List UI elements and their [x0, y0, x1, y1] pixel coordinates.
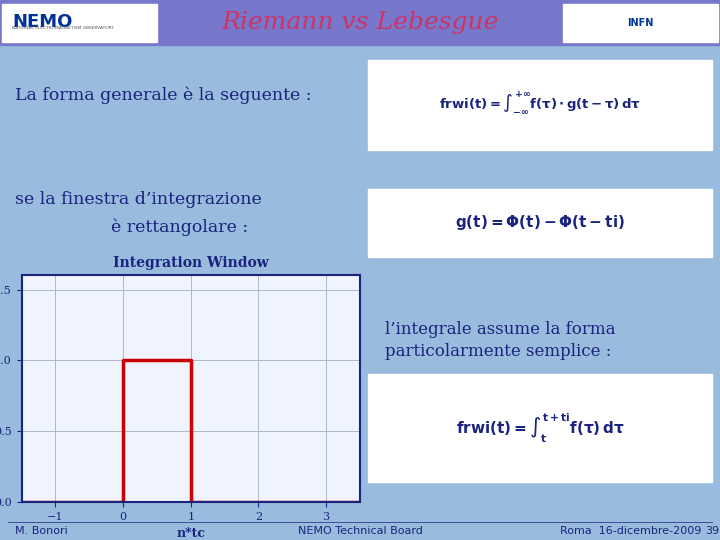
X-axis label: n*tc: n*tc — [176, 528, 205, 540]
Bar — [368, 374, 712, 482]
Bar — [2, 4, 157, 42]
Text: particolarmente semplice :: particolarmente semplice : — [385, 343, 611, 361]
Text: è rettangolare :: è rettangolare : — [112, 218, 248, 236]
Text: La forma generale è la seguente :: La forma generale è la seguente : — [15, 86, 312, 104]
Bar — [563, 4, 718, 42]
Text: Riemann vs Lebesgue: Riemann vs Lebesgue — [221, 11, 499, 35]
Text: $\mathbf{frwi(t) = \int_{-\infty}^{+\infty} f(\tau) \cdot g(t-\tau)\, d\tau}$: $\mathbf{frwi(t) = \int_{-\infty}^{+\inf… — [439, 90, 641, 116]
Text: $\mathbf{g(t) = \Phi(t) - \Phi(t - ti)}$: $\mathbf{g(t) = \Phi(t) - \Phi(t - ti)}$ — [455, 213, 625, 233]
Text: NATIONAL ELECTROMAGNETISM OBSERVATORY: NATIONAL ELECTROMAGNETISM OBSERVATORY — [12, 26, 114, 30]
Bar — [368, 60, 712, 150]
Text: l’integrale assume la forma: l’integrale assume la forma — [385, 321, 616, 339]
Text: $\mathbf{frwi(t) = \int_{t}^{t+ti} f(\tau)\, d\tau}$: $\mathbf{frwi(t) = \int_{t}^{t+ti} f(\ta… — [456, 411, 624, 445]
Text: Roma  16-dicembre-2009: Roma 16-dicembre-2009 — [560, 526, 701, 536]
Bar — [0, 0, 720, 45]
Text: se la finestra d’integrazione: se la finestra d’integrazione — [15, 192, 262, 208]
Text: NEMO: NEMO — [12, 13, 73, 31]
Text: INFN: INFN — [627, 18, 653, 28]
Text: M. Bonori: M. Bonori — [15, 526, 68, 536]
Title: Integration Window: Integration Window — [113, 256, 269, 270]
Bar — [368, 189, 712, 257]
Text: 39: 39 — [705, 526, 719, 536]
Text: NEMO Technical Board: NEMO Technical Board — [297, 526, 423, 536]
